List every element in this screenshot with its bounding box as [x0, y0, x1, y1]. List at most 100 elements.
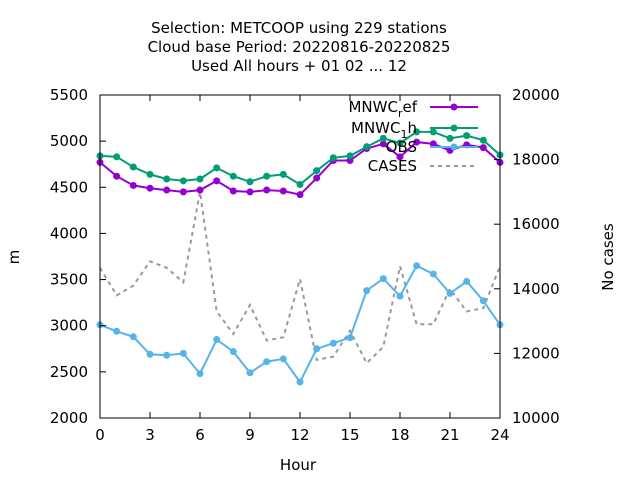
- series-mnwcref-point: [146, 184, 154, 192]
- series-mnwc1h-point: [479, 136, 487, 144]
- y-tick-label: 5000: [50, 132, 88, 150]
- x-tick-label: 0: [95, 426, 105, 444]
- x-tick-label: 12: [290, 426, 309, 444]
- series-cases-line: [99, 191, 501, 365]
- series-mnwc1h-point: [163, 175, 171, 183]
- x-tick-label: 3: [145, 426, 155, 444]
- legend-label-main: MNWC: [351, 119, 400, 137]
- series-mnwc1h-point: [246, 178, 254, 186]
- series-obs-point: [396, 292, 404, 300]
- legend-entry: CASES: [368, 157, 478, 175]
- series-mnwc1h-point: [329, 154, 337, 162]
- series-mnwc1h-point: [196, 175, 204, 183]
- legend-label: CASES: [368, 157, 417, 175]
- x-axis-label: Hour: [280, 456, 317, 474]
- series-mnwcref-point: [229, 187, 237, 195]
- series-mnwc1h-point: [313, 167, 321, 175]
- legend-label-sub: r: [398, 107, 403, 120]
- series-obs-point: [213, 336, 221, 344]
- series-mnwc1h-point: [229, 172, 237, 180]
- plot-frame: [99, 94, 501, 419]
- series-mnwc1h-point: [113, 153, 121, 161]
- series-obs-point: [163, 351, 171, 359]
- legend-label-tail: ef: [402, 98, 417, 116]
- y2-tick-label: 18000: [512, 151, 560, 169]
- series-obs-point: [463, 277, 471, 285]
- series-mnwcref-point: [479, 144, 487, 152]
- series-mnwc1h-point: [179, 177, 187, 185]
- x-tick-label: 6: [195, 426, 205, 444]
- series-mnwc1h: [96, 128, 504, 189]
- series-mnwcref-point: [129, 181, 137, 189]
- y-tick-label: 5500: [50, 86, 88, 104]
- series-mnwcref-point: [279, 187, 287, 195]
- series-obs-point: [313, 345, 321, 353]
- series-layer: [96, 128, 504, 386]
- series-mnwcref-point: [163, 186, 171, 194]
- y-tick-label: 2000: [50, 409, 88, 427]
- series-obs-point: [413, 262, 421, 270]
- series-mnwc1h-point: [396, 139, 404, 147]
- y2-tick-label: 20000: [512, 86, 560, 104]
- legend-label-sub: 1: [400, 128, 407, 141]
- series-obs-point: [263, 358, 271, 366]
- series-mnwc1h-point: [146, 170, 154, 178]
- legend-label-tail: h: [407, 119, 417, 137]
- legend-label: OBS: [386, 138, 417, 156]
- series-obs-point: [246, 369, 254, 377]
- legend-label: MNWCref: [348, 98, 417, 120]
- series-mnwc1h-point: [129, 163, 137, 171]
- series-mnwcref-point: [413, 138, 421, 146]
- y-tick-label: 3000: [50, 317, 88, 335]
- x-tick-label: 18: [390, 426, 409, 444]
- series-obs-point: [479, 297, 487, 305]
- y2-axis-label: No cases: [599, 223, 617, 291]
- legend-label-main: MNWC: [348, 98, 397, 116]
- series-mnwcref-point: [196, 186, 204, 194]
- y2-tick-label: 14000: [512, 280, 560, 298]
- title-line-1: Selection: METCOOP using 229 stations: [151, 19, 447, 37]
- y2-tick-label: 16000: [512, 215, 560, 233]
- series-obs-point: [146, 350, 154, 358]
- series-mnwc1h-point: [413, 128, 421, 136]
- series-mnwcref-point: [213, 177, 221, 185]
- legend-marker: [450, 124, 458, 132]
- x-tick-label: 9: [245, 426, 255, 444]
- series-mnwc1h-point: [379, 134, 387, 142]
- series-obs-point: [113, 327, 121, 335]
- series-mnwc1h-point: [213, 164, 221, 172]
- series-mnwcref-point: [379, 140, 387, 148]
- x-tick-label: 15: [340, 426, 359, 444]
- series-obs-point: [363, 287, 371, 295]
- x-tick-label: 21: [440, 426, 459, 444]
- x-tick-label: 24: [490, 426, 509, 444]
- chart-title: Selection: METCOOP using 229 stations Cl…: [148, 19, 451, 75]
- series-mnwcref-point: [429, 140, 437, 148]
- series-mnwc1h-line: [99, 130, 501, 186]
- series-obs-point: [129, 333, 137, 341]
- series-mnwcref-point: [179, 188, 187, 196]
- series-obs-point: [329, 339, 337, 347]
- series-mnwc1h-point: [363, 143, 371, 151]
- series-mnwc1h-point: [463, 132, 471, 140]
- y-tick-label: 3500: [50, 271, 88, 289]
- title-line-3: Used All hours + 01 02 ... 12: [191, 57, 407, 75]
- title-line-2: Cloud base Period: 20220816-20220825: [148, 38, 451, 56]
- series-obs-point: [279, 355, 287, 363]
- series-obs-point: [229, 348, 237, 356]
- y2-tick-label: 12000: [512, 344, 560, 362]
- series-mnwc1h-point: [346, 152, 354, 160]
- series-mnwc1h-point: [429, 128, 437, 136]
- y-tick-label: 2500: [50, 363, 88, 381]
- series-mnwc1h-point: [279, 170, 287, 178]
- series-mnwcref-point: [246, 188, 254, 196]
- y-tick-label: 4000: [50, 224, 88, 242]
- series-mnwc1h-point: [263, 172, 271, 180]
- tick-layer: 0 3 6 9 12 15 18 21 24 2000 2500 3000 3500 4000 4500 50…: [50, 86, 560, 444]
- y-axis-label: m: [5, 250, 23, 265]
- series-cases: [99, 191, 501, 365]
- series-mnwc1h-point: [446, 134, 454, 142]
- series-mnwcref-point: [263, 186, 271, 194]
- legend-entry: MNWC1h: [351, 119, 478, 141]
